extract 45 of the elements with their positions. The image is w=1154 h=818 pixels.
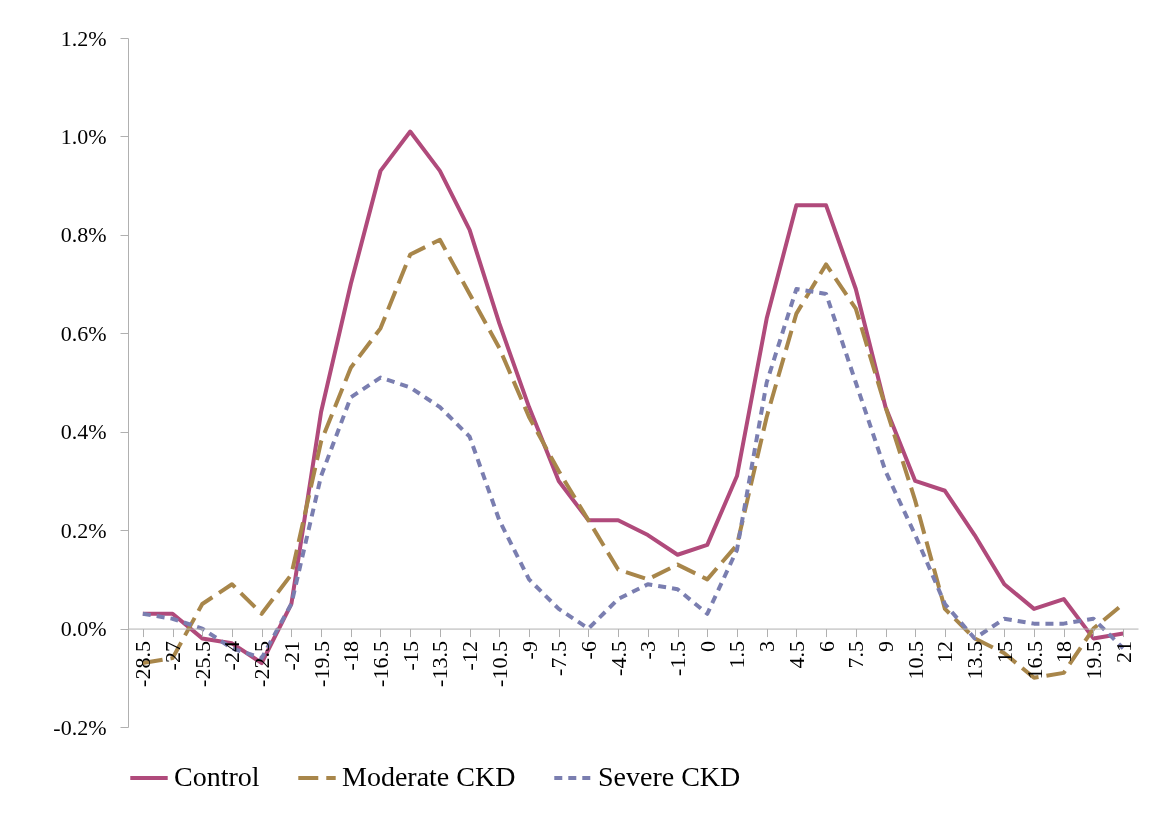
- x-tick-label: 3: [754, 641, 780, 653]
- x-tick-label: -22.5: [249, 641, 275, 687]
- x-tick-label: -10.5: [486, 641, 512, 687]
- y-tick-label: -0.2%: [53, 714, 107, 740]
- x-tick-label: -28.5: [130, 641, 156, 687]
- x-tick-label: -15: [397, 641, 423, 671]
- x-tick-label: 0: [694, 641, 720, 653]
- x-tick-label: 10.5: [902, 641, 928, 680]
- x-tick-label: 1.5: [724, 641, 750, 669]
- x-tick-label: 4.5: [783, 641, 809, 669]
- x-tick-label: -3: [635, 641, 661, 660]
- x-tick-label: 7.5: [843, 641, 869, 669]
- x-tick-label: 12: [932, 641, 958, 664]
- legend-label: Moderate CKD: [342, 761, 516, 792]
- x-tick-label: -27: [160, 641, 186, 671]
- x-tick-label: -1.5: [665, 641, 691, 676]
- y-tick-label: 1.2%: [60, 25, 107, 51]
- x-tick-label: -25.5: [189, 641, 215, 687]
- y-tick-label: 0.4%: [60, 419, 107, 445]
- x-tick-label: 13.5: [962, 641, 988, 680]
- x-tick-label: -19.5: [308, 641, 334, 687]
- x-tick-label: 21: [1110, 641, 1136, 664]
- x-tick-label: 15: [991, 641, 1017, 664]
- x-tick-label: -4.5: [605, 641, 631, 676]
- x-tick-label: 18: [1051, 641, 1077, 664]
- y-tick-label: 0.0%: [60, 616, 107, 642]
- y-tick-label: 0.8%: [60, 222, 107, 248]
- y-tick-label: 0.2%: [60, 517, 107, 543]
- x-tick-label: -6: [575, 641, 601, 660]
- x-tick-label: -9: [516, 641, 542, 660]
- x-tick-label: -16.5: [368, 641, 393, 687]
- x-tick-label: -18: [338, 641, 364, 671]
- legend-label: Severe CKD: [598, 761, 741, 792]
- legend-label: Control: [174, 761, 260, 792]
- x-tick-label: -24: [219, 641, 245, 671]
- x-tick-label: -7.5: [546, 641, 572, 676]
- x-tick-label: -21: [278, 641, 304, 671]
- y-tick-label: 1.0%: [60, 123, 107, 149]
- x-tick-label: -13.5: [427, 641, 453, 687]
- y-tick-label: 0.6%: [60, 320, 107, 346]
- x-tick-label: 16.5: [1021, 641, 1047, 680]
- x-tick-label: 9: [873, 641, 898, 653]
- x-tick-label: -12: [457, 641, 483, 671]
- x-tick-label: 19.5: [1080, 641, 1106, 680]
- x-tick-label: 6: [813, 641, 839, 653]
